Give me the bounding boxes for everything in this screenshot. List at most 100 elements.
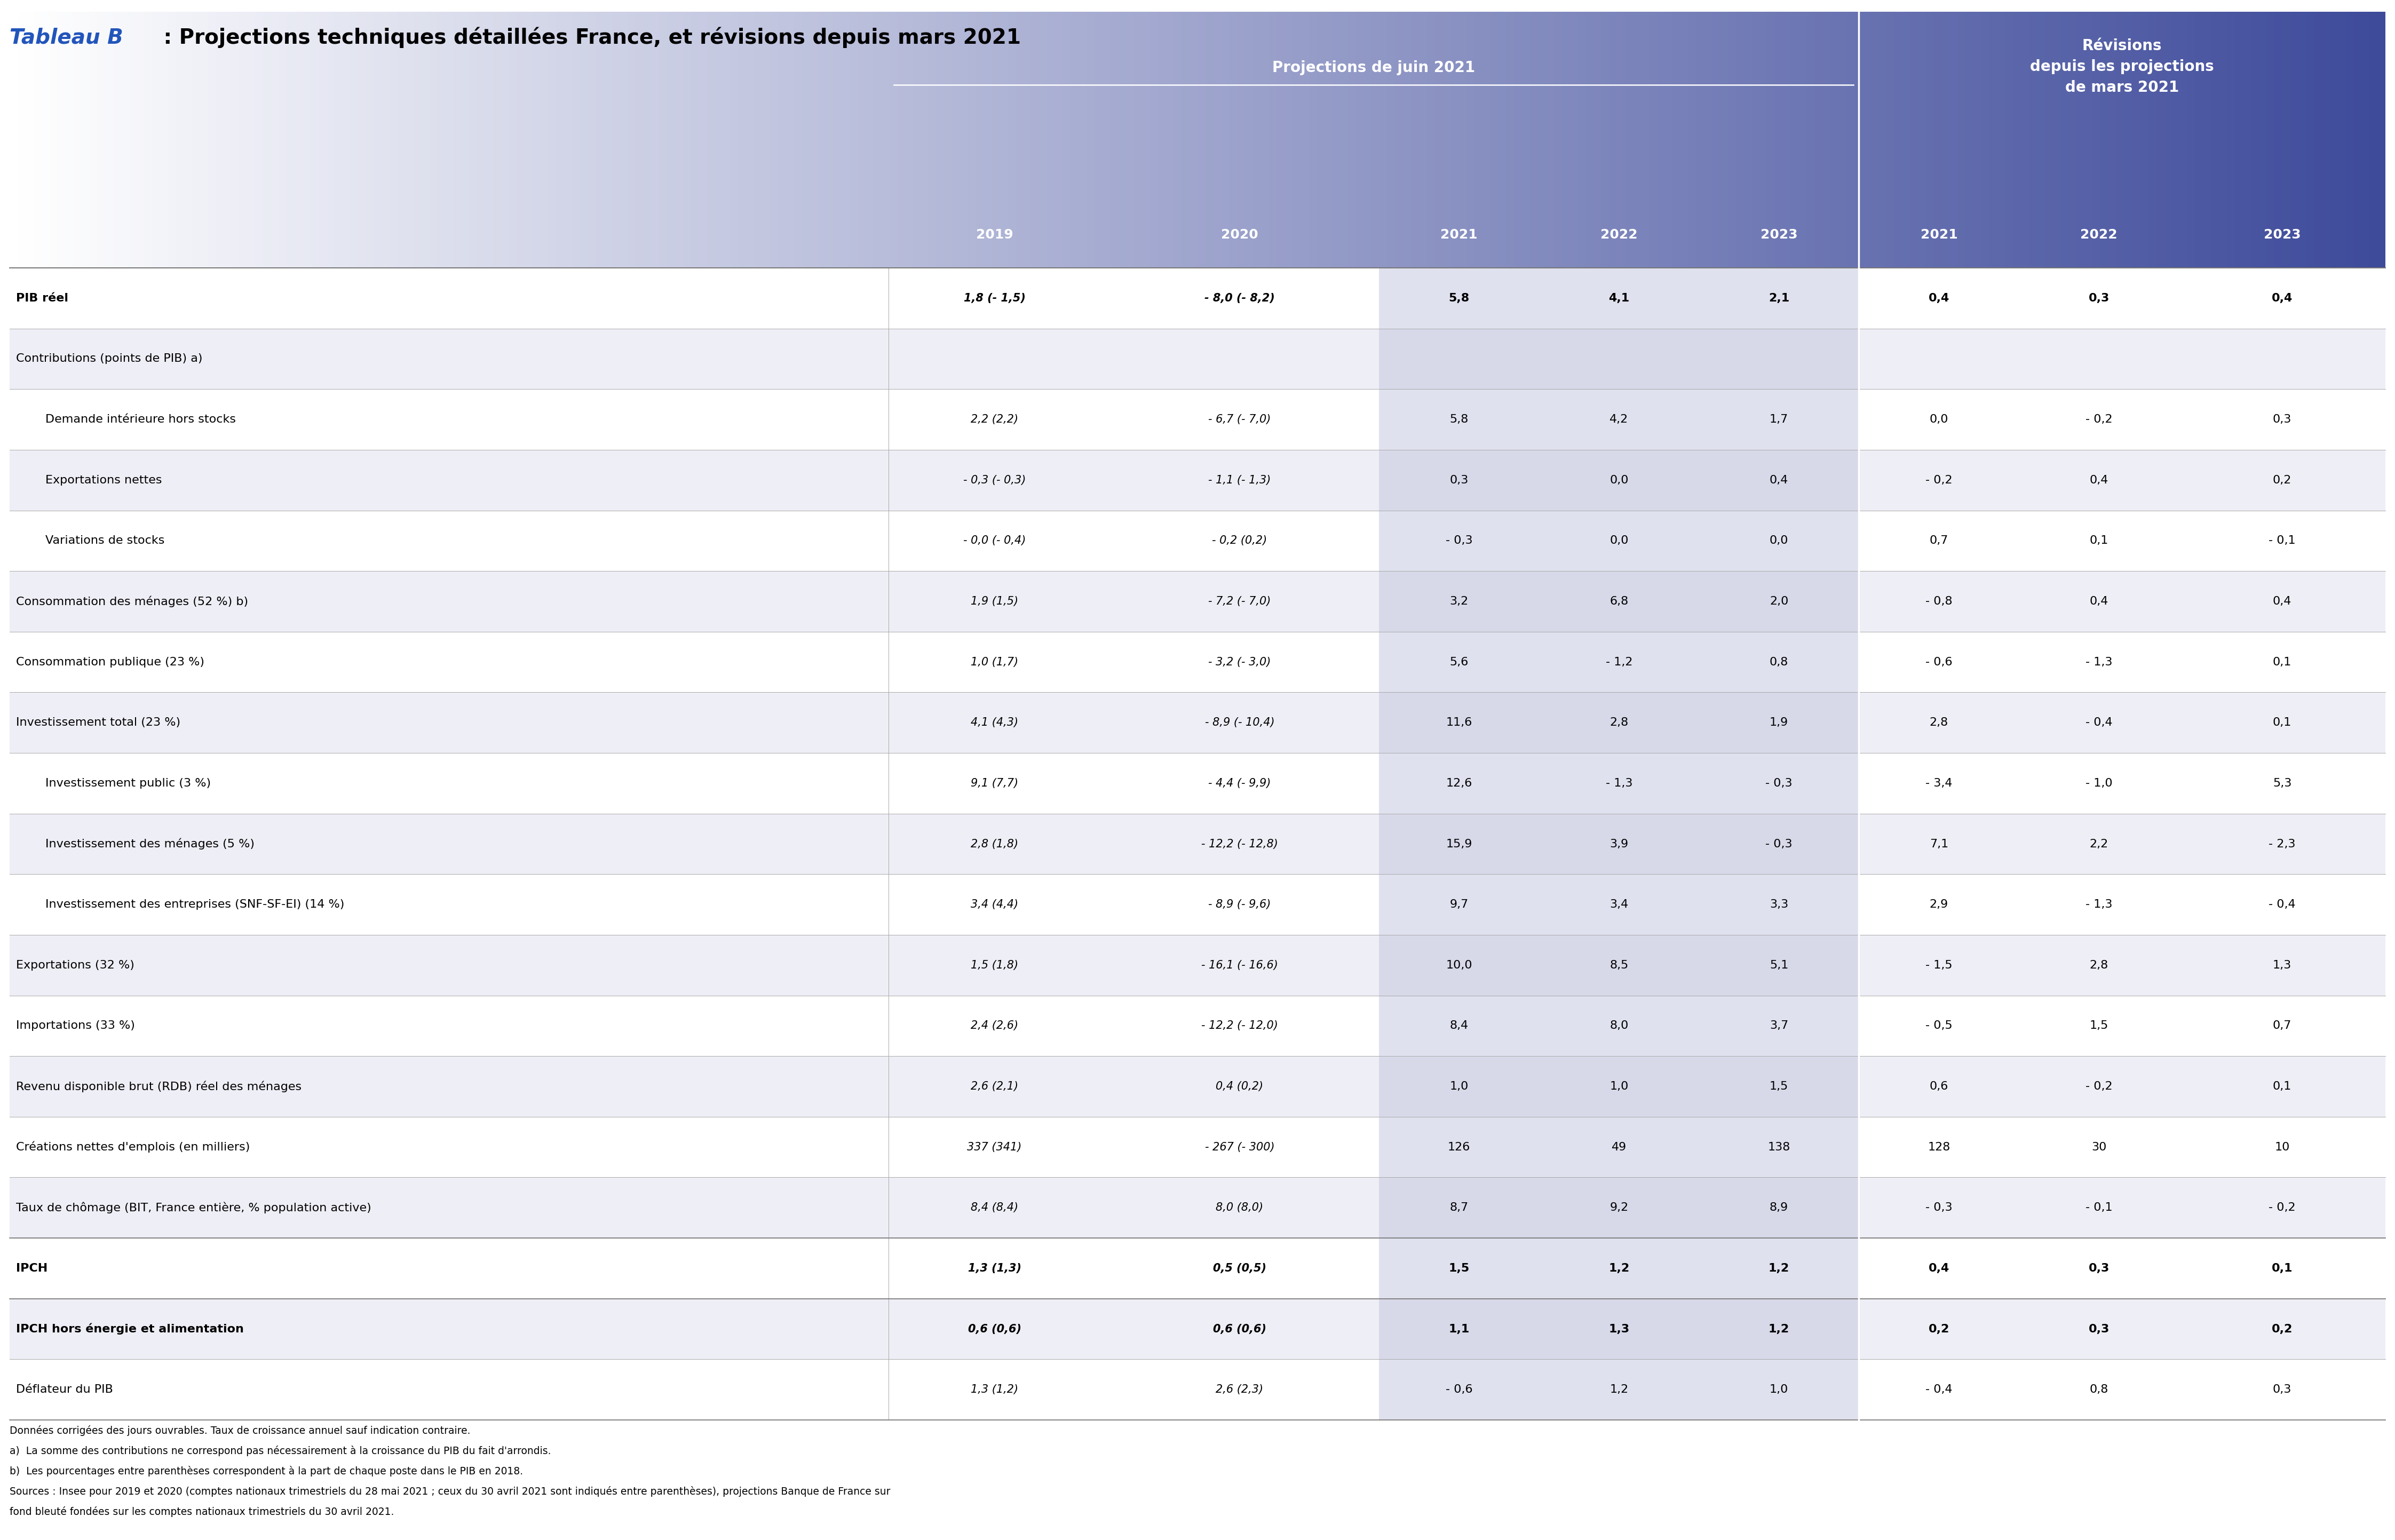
Text: 9,2: 9,2	[1609, 1203, 1629, 1214]
Bar	[460, 12, 469, 268]
Text: 8,5: 8,5	[1609, 959, 1629, 970]
Text: 2,8: 2,8	[1609, 718, 1629, 728]
Bar	[232, 12, 240, 268]
Bar	[1672, 12, 1681, 268]
Bar	[2306, 12, 2314, 268]
Bar	[81, 12, 89, 268]
Bar	[1403, 12, 1411, 268]
Bar	[1530, 12, 1538, 268]
Bar	[2354, 12, 2361, 268]
Bar	[1499, 12, 1506, 268]
Bar	[2076, 12, 2084, 268]
Text: 1,5 (1,8): 1,5 (1,8)	[970, 959, 1018, 970]
Bar	[2227, 12, 2235, 268]
Text: 1,5: 1,5	[1770, 1081, 1789, 1092]
Text: 2,6 (2,3): 2,6 (2,3)	[1217, 1384, 1265, 1395]
Bar	[295, 12, 302, 268]
Text: 5,3: 5,3	[2273, 778, 2292, 788]
Bar	[1657, 12, 1665, 268]
Bar	[659, 12, 666, 268]
Text: 2,2 (2,2): 2,2 (2,2)	[970, 414, 1018, 425]
Bar	[1609, 12, 1617, 268]
Bar	[1720, 12, 1729, 268]
Bar	[184, 12, 192, 268]
Bar	[1451, 12, 1459, 268]
Bar	[10, 693, 2385, 753]
Bar	[1380, 995, 1859, 1056]
Bar	[920, 12, 929, 268]
Text: - 1,0: - 1,0	[2086, 778, 2112, 788]
Bar	[2053, 12, 2060, 268]
Bar	[10, 12, 17, 268]
Bar	[778, 12, 786, 268]
Bar	[1348, 12, 1356, 268]
Bar	[381, 12, 390, 268]
Text: Créations nettes d'emplois (en milliers): Créations nettes d'emplois (en milliers)	[17, 1141, 249, 1153]
Bar	[10, 1298, 2385, 1360]
Bar	[1514, 12, 1523, 268]
Bar	[651, 12, 659, 268]
Text: 5,1: 5,1	[1770, 959, 1789, 970]
Bar	[1277, 12, 1284, 268]
Text: 2023: 2023	[1760, 228, 1799, 240]
Bar	[1396, 12, 1403, 268]
Bar	[2299, 12, 2306, 268]
Text: 0,4: 0,4	[1928, 1263, 1950, 1274]
Text: Tableau B: Tableau B	[10, 28, 122, 48]
Text: - 0,2: - 0,2	[2268, 1203, 2297, 1214]
Bar	[1293, 12, 1300, 268]
Bar	[889, 12, 896, 268]
Bar	[2323, 12, 2330, 268]
Bar	[580, 12, 587, 268]
Text: - 0,0 (- 0,4): - 0,0 (- 0,4)	[963, 536, 1025, 547]
Bar	[1102, 12, 1111, 268]
Bar	[1981, 12, 1990, 268]
Text: 1,3: 1,3	[1609, 1324, 1629, 1334]
Bar	[1008, 12, 1015, 268]
Bar	[517, 12, 525, 268]
Text: 8,0: 8,0	[1609, 1021, 1629, 1032]
Bar	[278, 12, 287, 268]
Bar	[627, 12, 635, 268]
Bar	[10, 875, 2385, 935]
Bar	[2235, 12, 2242, 268]
Bar	[1260, 12, 1269, 268]
Text: 0,3: 0,3	[2273, 414, 2292, 425]
Text: 1,0 (1,7): 1,0 (1,7)	[970, 656, 1018, 667]
Bar	[1245, 12, 1253, 268]
Text: 1,7: 1,7	[1770, 414, 1789, 425]
Text: 8,9: 8,9	[1770, 1203, 1789, 1214]
Bar	[769, 12, 778, 268]
Text: Importations (33 %): Importations (33 %)	[17, 1021, 134, 1032]
Bar	[10, 935, 2385, 995]
Text: Révisions
depuis les projections
de mars 2021: Révisions depuis les projections de mars…	[2031, 38, 2213, 95]
Text: 0,3: 0,3	[2088, 1324, 2110, 1334]
Text: 3,3: 3,3	[1770, 899, 1789, 910]
Bar	[10, 510, 2385, 571]
Text: 0,2: 0,2	[2273, 474, 2292, 485]
Text: - 0,2: - 0,2	[1926, 474, 1952, 485]
Text: 0,0: 0,0	[1609, 474, 1629, 485]
Text: 1,3: 1,3	[2273, 959, 2292, 970]
Bar	[1324, 12, 1332, 268]
Text: 0,4: 0,4	[2088, 596, 2108, 607]
Bar	[992, 12, 999, 268]
Bar	[1935, 12, 1942, 268]
Bar	[10, 268, 2385, 328]
Bar	[1380, 571, 1859, 631]
Bar	[1641, 12, 1648, 268]
Text: 0,2: 0,2	[2273, 1324, 2292, 1334]
Bar	[960, 12, 968, 268]
Text: Investissement des ménages (5 %): Investissement des ménages (5 %)	[46, 838, 254, 850]
Bar	[405, 12, 414, 268]
Text: 8,4 (8,4): 8,4 (8,4)	[970, 1203, 1018, 1214]
Bar	[247, 12, 256, 268]
Text: 2019: 2019	[975, 228, 1013, 240]
Bar	[1799, 12, 1808, 268]
Text: 0,2: 0,2	[1928, 1324, 1950, 1334]
Bar	[1317, 12, 1324, 268]
Bar	[1126, 12, 1135, 268]
Bar	[287, 12, 295, 268]
Bar	[57, 12, 65, 268]
Bar	[738, 12, 747, 268]
